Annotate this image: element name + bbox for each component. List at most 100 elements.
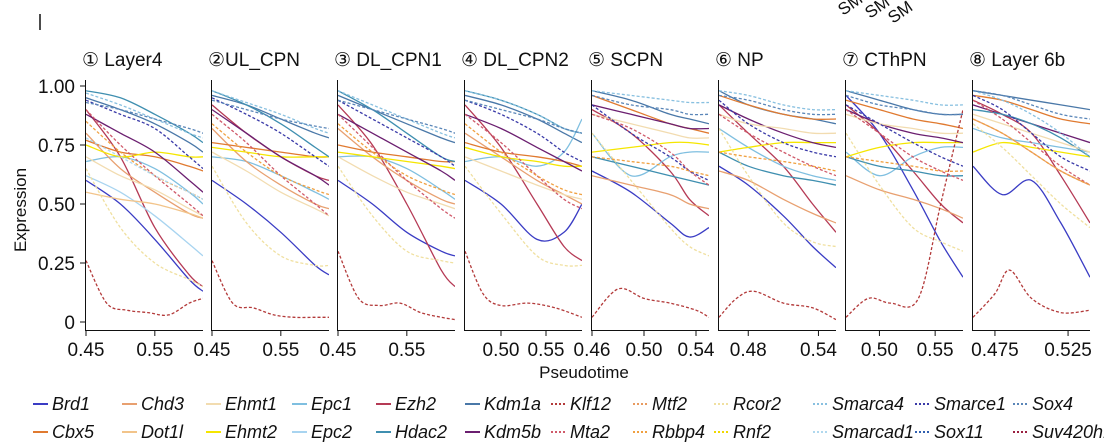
line-brd1 [719,165,836,269]
legend-item-kdm5b: Kdm5b [465,422,541,442]
panel-3: ③ DL_CPN1 0.45 0.55 [320,50,455,361]
panel-lines [465,90,582,318]
y-tick-label: 0.75 [38,136,75,157]
x-tick-label: 0.55 [528,340,565,361]
line-chd3 [719,170,836,224]
line-sox4 [592,94,709,116]
legend-label: Klf12 [570,394,611,414]
line-cbx5 [86,139,203,172]
panel-title: ⑥ NP [715,50,764,71]
legend-item-smarce1: Smarce1 [915,394,1006,414]
legend-label: Hdac2 [395,422,447,442]
line-rcor2 [973,123,1090,229]
line-smarca4 [212,90,329,134]
legend-item-epc1: Epc1 [292,394,352,414]
line-mta2 [973,99,1090,186]
x-tick-label: 0.50 [626,340,663,361]
panel-lines [212,90,329,319]
line-ezh2 [973,99,1090,224]
line-brd1 [86,179,203,292]
x-tick-label: 0.45 [68,340,105,361]
x-tick-label: 0.45 [194,340,231,361]
line-kdm1a [465,94,582,144]
legend-label: Smarca4 [832,394,904,414]
legend-item-mtf2: Mtf2 [633,394,687,414]
line-smarca4 [592,90,709,104]
x-tick-label: 0.46 [574,340,611,361]
line-kdm1a [846,90,963,116]
line-hdac2 [973,108,1090,158]
line-chd3 [465,132,582,205]
line-rbbp4 [846,156,963,172]
line-hdac2 [338,90,455,163]
panel-1: ① Layer4 0.45 0.55 [68,50,203,361]
line-hdac2 [719,151,836,186]
legend-item-ehmt1: Ehmt1 [206,394,277,414]
line-klf12 [86,260,203,316]
legend-label: Kdm5b [484,422,541,442]
line-ehmt1 [465,156,582,200]
line-kdm5b [592,104,709,130]
legend-label: Dot1l [141,422,184,442]
legend-item-rcor2: Rcor2 [714,394,781,414]
line-rbbp4 [465,123,582,196]
legend-item-sox11: Sox11 [915,422,984,442]
panel-lines [592,90,709,318]
legend-item-sox4: Sox4 [1013,394,1073,414]
legend-item-kdm1a: Kdm1a [465,394,541,414]
panel-lines [719,90,836,321]
line-smarce1 [592,104,709,181]
legend-item-brd1: Brd1 [33,394,90,414]
line-sox4 [973,90,1090,120]
x-tick-label: 0.48 [730,340,767,361]
line-epc1 [719,127,836,182]
line-sox4 [212,99,329,130]
line-mta2 [592,113,709,186]
line-smarce1 [212,97,329,167]
line-smarce1 [846,104,963,167]
line-mta2 [846,109,963,181]
line-rcor2 [86,168,203,288]
legend-label: Smarcad1 [832,422,914,442]
line-sox4 [719,94,836,116]
line-chd3 [846,175,963,219]
legend-item-rnf2: Rnf2 [714,422,771,442]
legend-label: Epc1 [311,394,352,414]
legend-label: Smarce1 [934,394,1006,414]
y-axis-label: Expression [11,168,30,252]
line-smarca4 [973,90,1090,158]
line-epc1 [338,155,455,200]
legend-item-suv420h1: Suv420h1 [1013,422,1104,442]
line-kdm5b [846,109,963,144]
legend-label: Ehmt2 [225,422,277,442]
legend-label: Ezh2 [395,394,436,414]
line-mta2 [465,113,582,210]
line-epc2 [86,175,203,257]
panel-title: ① Layer4 [82,50,163,71]
line-klf12 [592,287,709,318]
panel-4: ④ DL_CPN2 0.50 0.55 [461,50,582,361]
x-axis-label: Pseudotime [539,363,629,382]
panel-lines [338,90,455,321]
x-tick-label: 0.54 [678,340,715,361]
line-sox4 [338,99,455,134]
line-smarca4 [86,92,203,139]
line-rcor2 [846,132,963,252]
line-kdm5b [465,113,582,172]
y-tick-label: 0.50 [38,195,75,216]
line-cbx5 [719,94,836,121]
line-smarca4 [846,90,963,106]
legend-item-rbbp4: Rbbp4 [633,422,705,442]
line-kdm1a [338,94,455,144]
line-brd1 [212,179,329,276]
panel-lines [86,90,203,316]
legend-label: Ehmt1 [225,394,277,414]
line-cbx5 [973,94,1090,125]
line-rcor2 [338,165,455,264]
line-smarcad1 [86,137,203,200]
line-sox4 [86,101,203,134]
line-epc1 [592,132,709,177]
line-ezh2 [338,104,455,288]
line-brd1 [338,179,455,257]
